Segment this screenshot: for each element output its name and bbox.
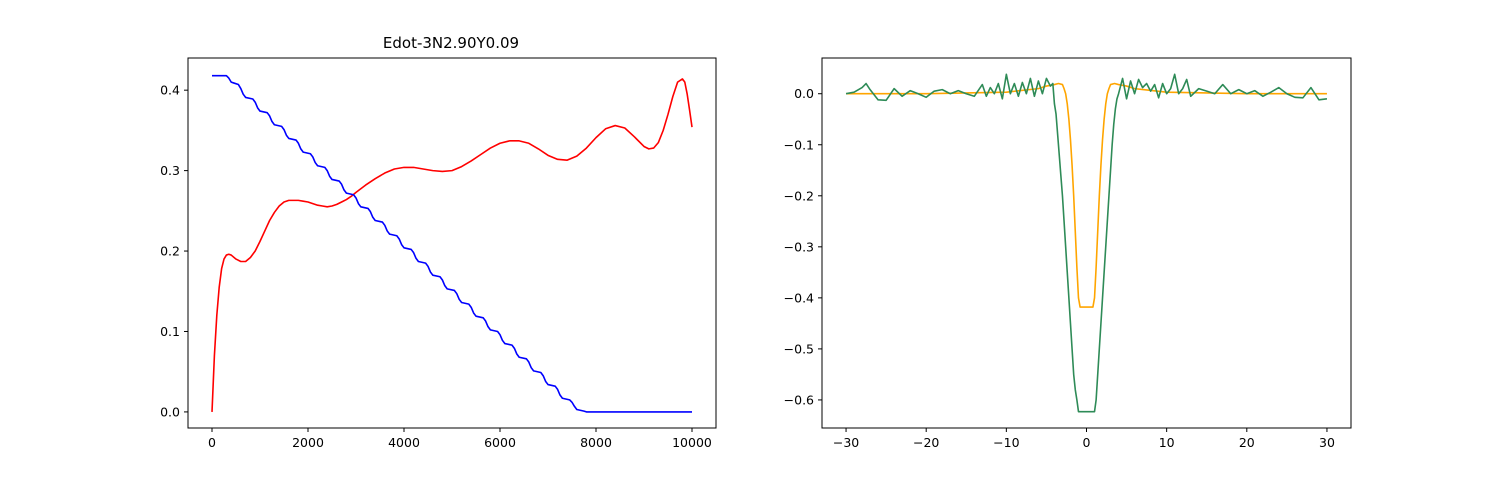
ax2-xtick-label: 30 <box>1319 435 1335 450</box>
ax2-xtick-label: 20 <box>1239 435 1255 450</box>
ax1-xtick-label: 2000 <box>292 435 324 450</box>
ax2-xtick-label: 0 <box>1083 435 1091 450</box>
ax2-xtick-label: −10 <box>993 435 1019 450</box>
right-series-group <box>845 73 1328 413</box>
ax1-ytick-label: 0.1 <box>160 324 180 339</box>
ax1-line-blue <box>212 74 692 413</box>
ax1-ytick-label: 0.3 <box>160 163 180 178</box>
ax1-ytick-label: 0.0 <box>160 404 180 419</box>
ax2-ytick-label: −0.1 <box>784 137 814 152</box>
ax2-ytick-label: 0.0 <box>794 86 814 101</box>
ax1-xtick-label: 0 <box>208 435 216 450</box>
left-y-axis: 0.0 0.1 0.2 0.3 0.4 <box>160 83 188 419</box>
left-x-axis: 0 2000 4000 6000 8000 10000 <box>208 428 712 450</box>
ax1-ytick-label: 0.4 <box>160 83 180 98</box>
ax1-xtick-label: 10000 <box>672 435 712 450</box>
left-series-group <box>211 74 693 413</box>
right-x-axis: −30 −20 −10 0 10 20 30 <box>833 428 1335 450</box>
ax2-line-green <box>845 73 1328 413</box>
ax1-ytick-label: 0.2 <box>160 244 180 259</box>
left-axes-frame <box>187 57 717 429</box>
ax2-ytick-label: −0.5 <box>784 341 814 356</box>
ax1-xtick-label: 8000 <box>580 435 612 450</box>
left-subplot: Edot-3N2.90Y0.09 0 2000 4000 6000 8000 10000 … <box>160 34 717 450</box>
ax2-ytick-label: −0.3 <box>784 239 814 254</box>
left-chart-title: Edot-3N2.90Y0.09 <box>383 34 519 52</box>
ax2-ytick-label: −0.4 <box>784 290 814 305</box>
ax2-ytick-label: −0.2 <box>784 188 814 203</box>
ax2-line-orange <box>846 82 1327 308</box>
right-y-axis: 0.0 −0.1 −0.2 −0.3 −0.4 −0.5 −0.6 <box>784 86 822 407</box>
ax2-xtick-label: 10 <box>1159 435 1175 450</box>
ax1-line-red <box>211 78 693 412</box>
ax1-xtick-label: 4000 <box>388 435 420 450</box>
ax1-xtick-label: 6000 <box>484 435 516 450</box>
ax2-xtick-label: −30 <box>833 435 859 450</box>
ax2-xtick-label: −20 <box>913 435 939 450</box>
right-subplot: −30 −20 −10 0 10 20 30 0.0 −0.1 −0.2 −0.3 −0.4 −0.5… <box>784 57 1352 450</box>
ax2-ytick-label: −0.6 <box>784 392 814 407</box>
